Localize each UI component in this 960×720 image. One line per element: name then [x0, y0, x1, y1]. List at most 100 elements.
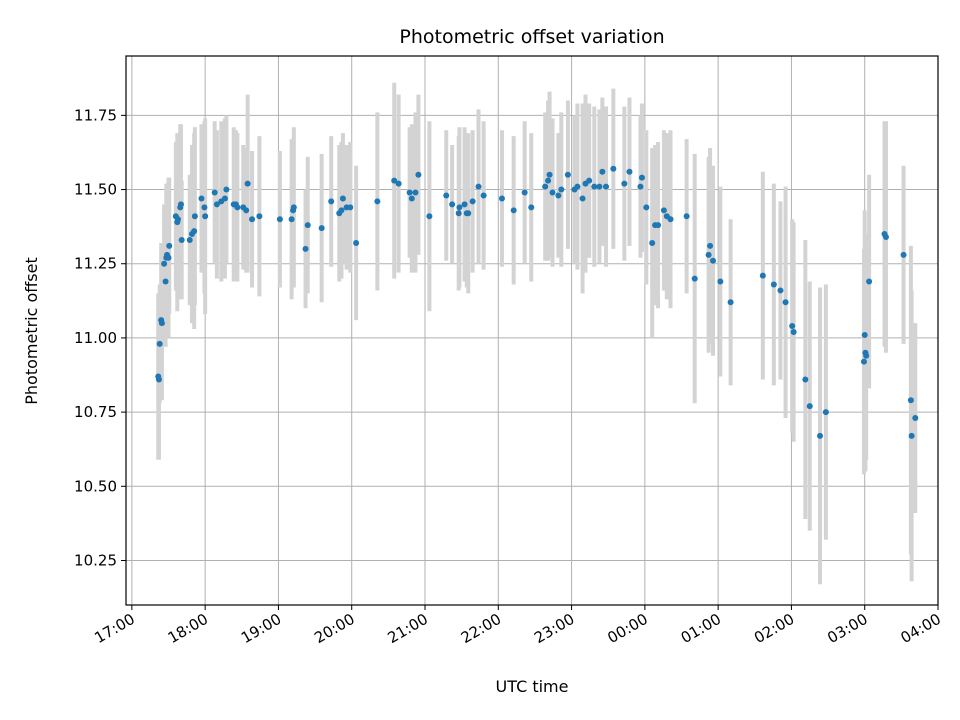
data-point: [406, 189, 413, 196]
data-point: [908, 432, 915, 439]
data-point: [461, 201, 468, 208]
data-point: [710, 257, 717, 264]
data-point: [626, 168, 633, 175]
data-point: [545, 177, 552, 184]
data-point: [166, 242, 173, 249]
data-point: [162, 278, 169, 285]
data-point: [469, 198, 476, 205]
data-point: [177, 201, 184, 208]
data-point: [782, 299, 789, 306]
data-point: [759, 272, 766, 279]
data-point: [707, 242, 714, 249]
data-point: [201, 204, 208, 211]
data-point: [290, 204, 297, 211]
data-point: [861, 331, 868, 338]
data-point: [465, 210, 472, 217]
data-point: [549, 189, 556, 196]
data-point: [426, 213, 433, 220]
data-point: [691, 275, 698, 282]
data-point: [649, 239, 656, 246]
data-point: [621, 180, 628, 187]
data-point: [244, 180, 251, 187]
data-point: [907, 397, 914, 404]
data-point: [638, 174, 645, 181]
data-point: [338, 207, 345, 214]
data-point: [770, 281, 777, 288]
data-point: [412, 189, 419, 196]
data-point: [256, 213, 263, 220]
data-points: [155, 165, 919, 439]
data-point: [790, 328, 797, 335]
data-point: [455, 210, 462, 217]
data-point: [717, 278, 724, 285]
data-point: [528, 204, 535, 211]
data-point: [304, 222, 311, 229]
data-point: [288, 216, 295, 223]
x-axis-label: UTC time: [496, 677, 569, 696]
data-point: [155, 376, 162, 383]
data-point: [806, 403, 813, 410]
data-point: [866, 278, 873, 285]
data-point: [302, 245, 309, 252]
data-point: [599, 168, 606, 175]
data-point: [480, 192, 487, 199]
y-tick-label: 10.25: [74, 551, 117, 569]
y-axis-label: Photometric offset: [22, 257, 41, 405]
data-point: [596, 183, 603, 190]
data-point: [186, 236, 193, 243]
data-point: [243, 207, 250, 214]
data-point: [165, 254, 172, 261]
data-point: [276, 216, 283, 223]
data-point: [579, 195, 586, 202]
y-tick-label: 10.75: [74, 403, 117, 421]
data-point: [863, 352, 870, 359]
data-point: [521, 189, 528, 196]
y-tick-label: 11.00: [74, 329, 117, 347]
data-point: [558, 186, 565, 193]
data-point: [860, 358, 867, 365]
data-point: [637, 183, 644, 190]
data-point: [191, 213, 198, 220]
data-point: [802, 376, 809, 383]
data-point: [213, 201, 220, 208]
data-point: [156, 340, 163, 347]
data-point: [318, 225, 325, 232]
data-point: [221, 195, 228, 202]
data-point: [643, 204, 650, 211]
data-point: [443, 192, 450, 199]
data-point: [191, 228, 198, 235]
data-point: [900, 251, 907, 258]
y-tick-label: 11.25: [74, 255, 117, 273]
data-point: [655, 222, 662, 229]
data-point: [449, 201, 456, 208]
plot-frame: [125, 55, 939, 606]
data-point: [198, 195, 205, 202]
chart-title: Photometric offset variation: [399, 26, 664, 48]
data-point: [555, 192, 562, 199]
data-point: [777, 287, 784, 294]
data-point: [912, 415, 919, 422]
data-point: [408, 195, 415, 202]
data-point: [328, 198, 335, 205]
data-point: [660, 207, 667, 214]
data-point: [586, 177, 593, 184]
y-axis: 10.25 10.50 10.75 11.00 11.25 11.50 11.75: [74, 106, 126, 569]
data-point: [683, 213, 690, 220]
data-point: [498, 195, 505, 202]
data-point: [510, 207, 517, 214]
data-point: [339, 195, 346, 202]
data-point: [175, 216, 182, 223]
data-point: [211, 189, 218, 196]
data-point: [374, 198, 381, 205]
data-point: [202, 213, 209, 220]
data-point: [591, 183, 598, 190]
data-point: [705, 251, 712, 258]
y-tick-label: 10.50: [74, 477, 117, 495]
data-point: [667, 216, 674, 223]
data-point: [391, 177, 398, 184]
data-point: [395, 180, 402, 187]
y-tick-label: 11.75: [74, 106, 117, 124]
data-point: [178, 236, 185, 243]
